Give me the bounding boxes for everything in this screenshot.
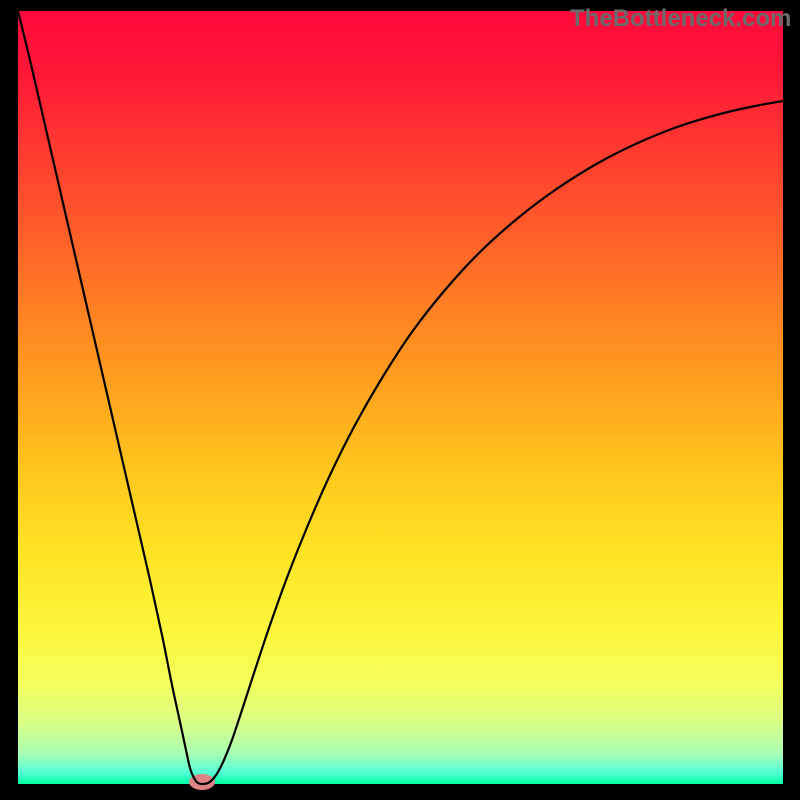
curve-overlay	[0, 0, 800, 800]
chart-container: TheBottleneck.com	[0, 0, 800, 800]
bottleneck-curve	[18, 11, 783, 784]
watermark-text: TheBottleneck.com	[570, 5, 791, 33]
